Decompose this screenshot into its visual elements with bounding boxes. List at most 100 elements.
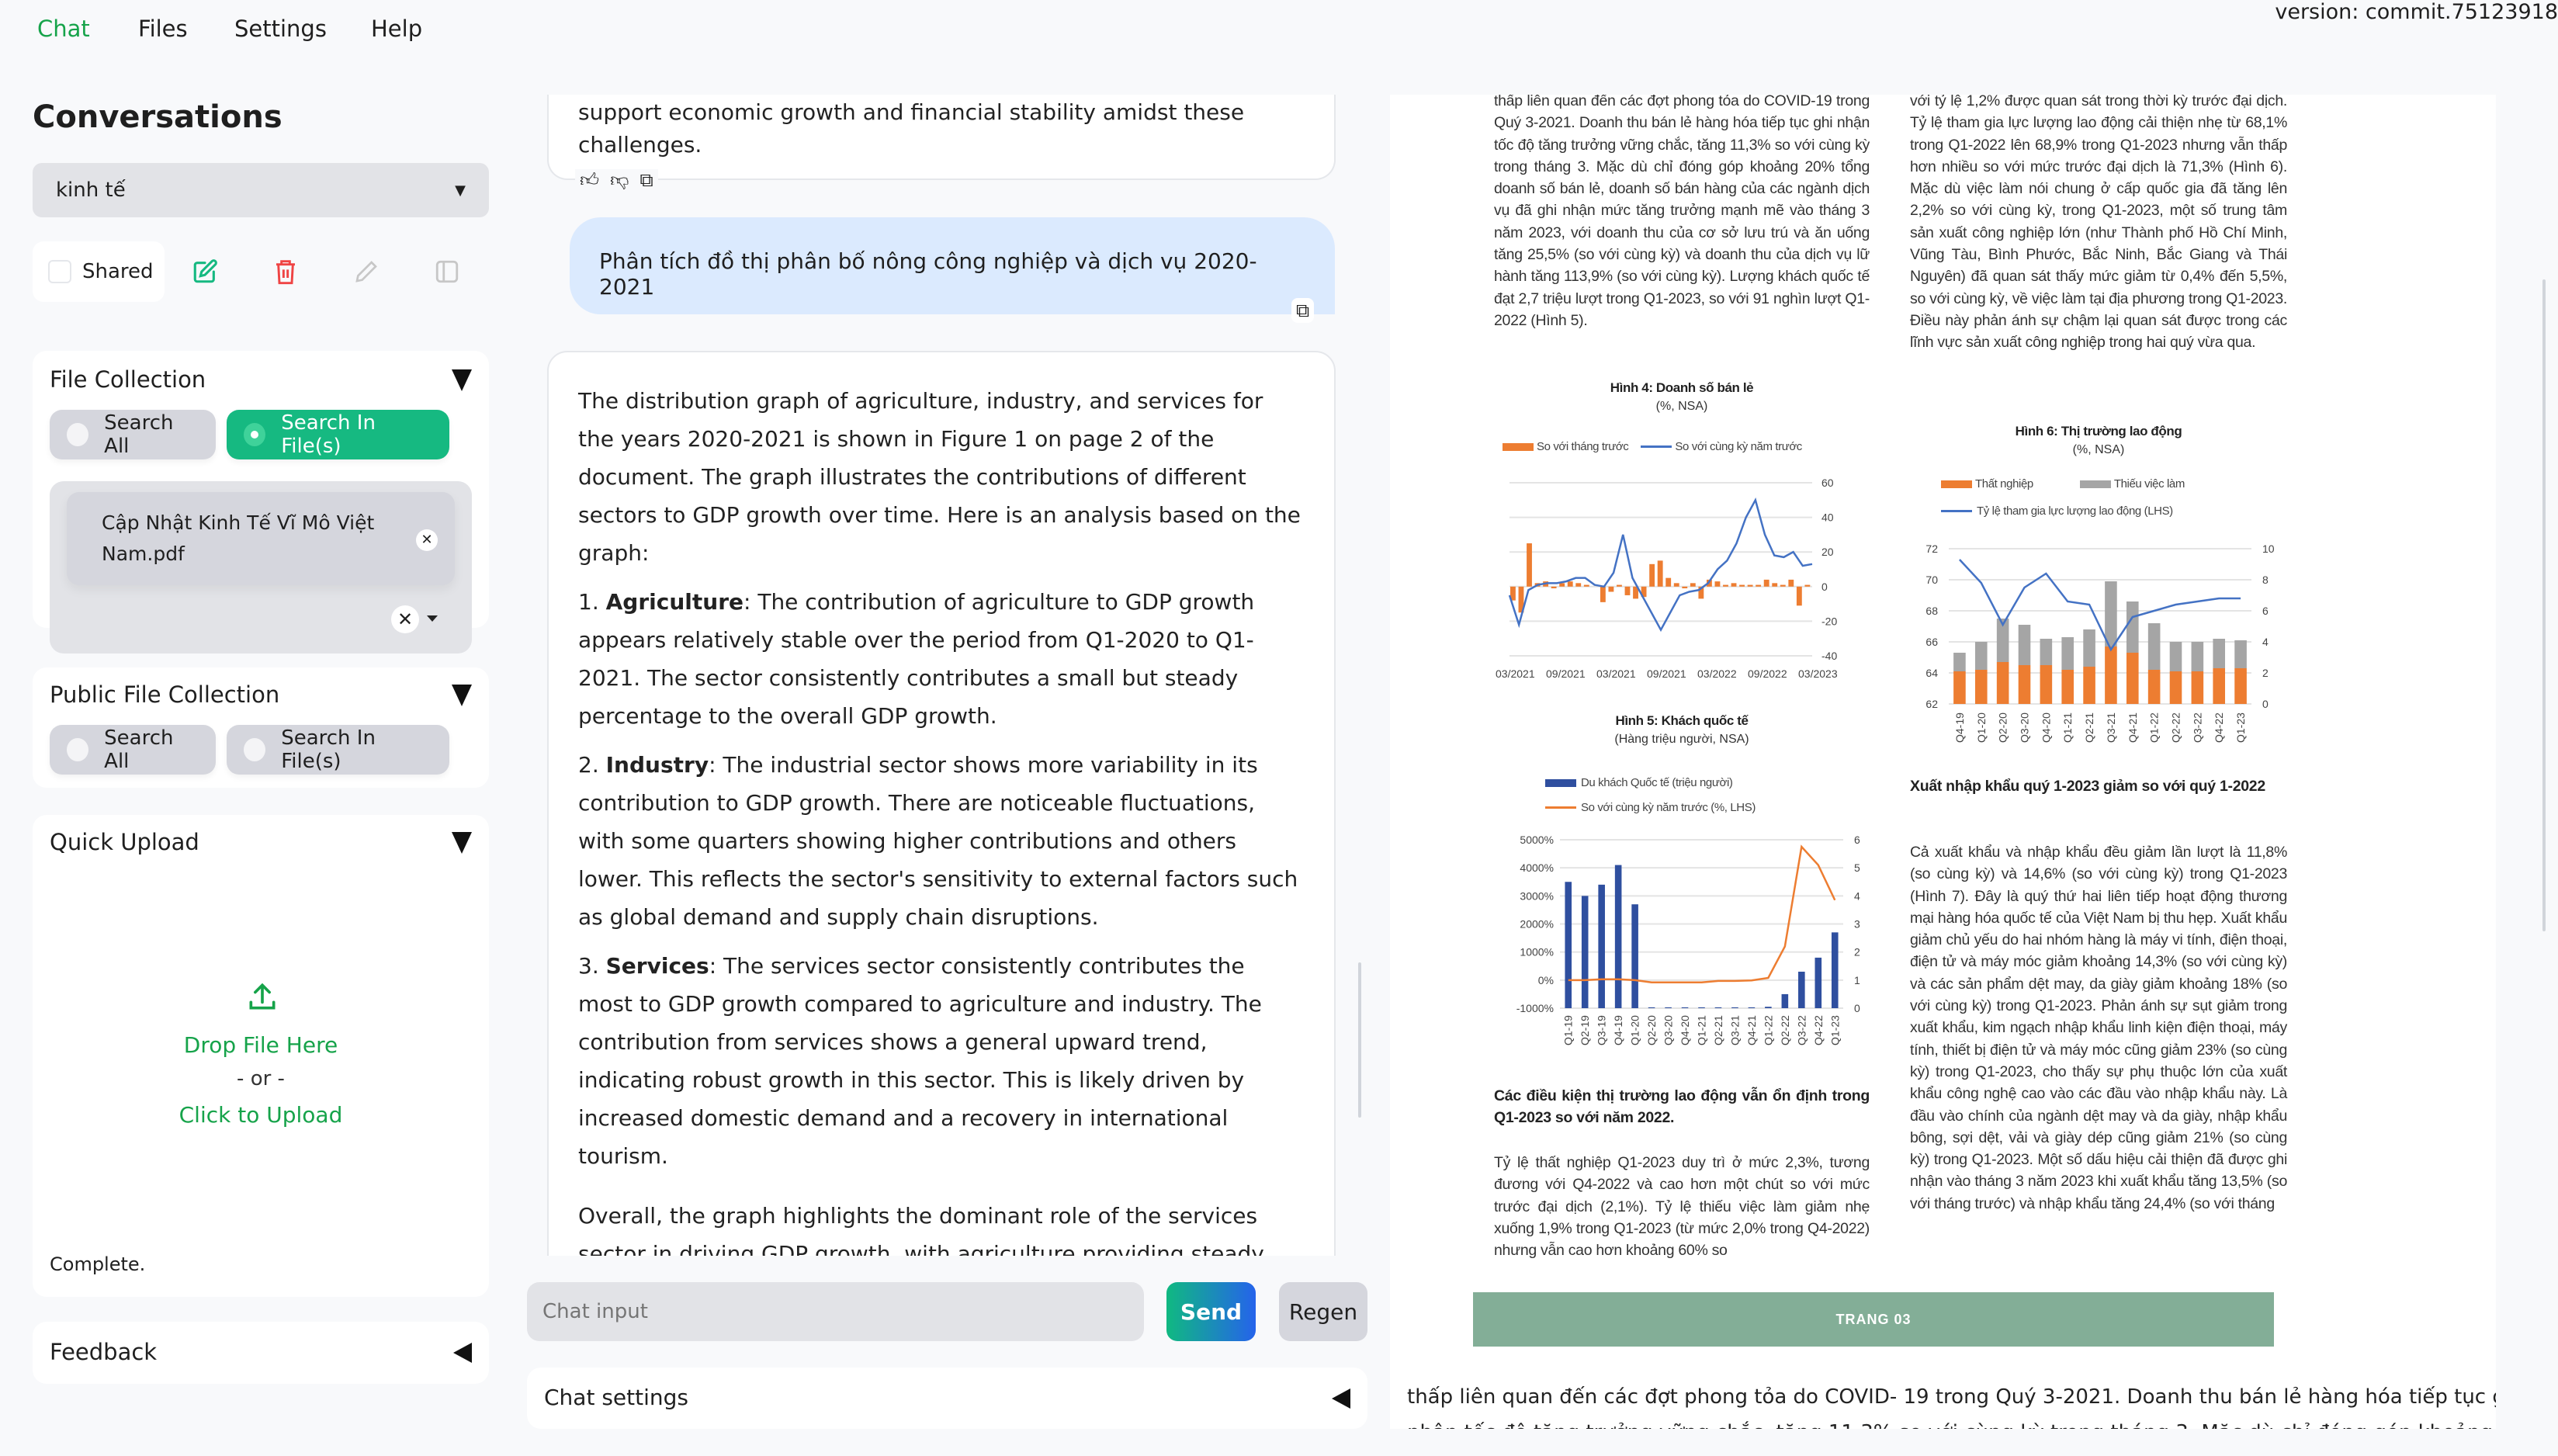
bar — [1804, 584, 1811, 587]
checkbox-icon — [48, 260, 71, 283]
fig4-chart: 60 40 20 0 -20 -40 03/2021 09/2021 03/2021 09/202… — [1496, 477, 1838, 680]
bar-unemployment — [2083, 667, 2095, 704]
radio-selected-icon — [244, 423, 266, 446]
rename-conversation-button[interactable] — [326, 258, 407, 285]
tab-files[interactable]: Files — [138, 16, 188, 42]
bar-underemployment — [2169, 642, 2182, 671]
bar-unemployment — [2126, 653, 2139, 704]
bar — [1714, 581, 1721, 587]
bot-point-industry: 2. Industry: The industrial sector shows… — [578, 752, 1298, 930]
tab-settings[interactable]: Settings — [234, 16, 327, 42]
x-tick-label: Q1-22 — [1762, 1015, 1774, 1045]
line-series — [1568, 844, 1836, 983]
left-tick-label: 5000% — [1520, 834, 1554, 846]
shared-checkbox[interactable]: Shared — [33, 241, 165, 302]
click-to-upload-link[interactable]: Click to Upload — [179, 1102, 343, 1128]
pdf-scrollbar[interactable] — [2542, 279, 2546, 931]
thumbs-up-icon[interactable]: 👍︎ — [580, 169, 600, 191]
bar — [1583, 584, 1589, 587]
bar — [1510, 586, 1516, 601]
bar — [1788, 579, 1794, 587]
bar-unemployment — [2105, 647, 2117, 704]
copy-icon[interactable]: ⧉ — [1291, 298, 1315, 323]
pdf-text-line: nhận tốc độ tăng trưởng vững chắc, tăng … — [1407, 1415, 2496, 1429]
bar — [1781, 993, 1789, 1008]
pdf-viewer: thấp liên quan đến các đợt phong tỏa do … — [1390, 95, 2496, 1429]
send-button[interactable]: Send — [1166, 1282, 1256, 1341]
collapse-triangle-icon[interactable] — [452, 685, 472, 706]
fig6-legend: Thất nghiệp Thiếu việc làm — [1941, 477, 2185, 491]
bar-unemployment — [2147, 670, 2161, 704]
bar-underemployment — [2105, 581, 2117, 647]
sidebar-panel-icon — [435, 260, 459, 283]
tab-help[interactable]: Help — [371, 16, 423, 42]
x-tick-label: Q1-22 — [2148, 712, 2161, 743]
chat-settings-panel[interactable]: Chat settings — [527, 1368, 1367, 1429]
remove-file-icon[interactable]: ✕ — [416, 529, 438, 551]
collapse-triangle-icon[interactable] — [452, 832, 472, 854]
pdf-left-heading: Các điều kiện thị trường lao động vẫn ổn… — [1494, 1087, 1870, 1127]
bar — [1723, 584, 1728, 587]
x-tick-label: Q2-20 — [1997, 712, 2009, 743]
regen-button[interactable]: Regen — [1279, 1282, 1367, 1341]
bar — [1600, 586, 1606, 602]
public-search-all-radio[interactable]: Search All — [50, 725, 216, 775]
fig5-chart: 5000% 4000% 3000% 2000% 1000% 0% -1000% 6 5 4 3 2 1 0… — [1516, 834, 1860, 1045]
public-search-in-files-radio[interactable]: Search In File(s) — [227, 725, 449, 775]
feedback-panel[interactable]: Feedback — [33, 1322, 489, 1384]
bar — [1714, 1007, 1722, 1008]
bar-underemployment — [2083, 629, 2095, 667]
search-all-radio[interactable]: Search All — [50, 410, 216, 459]
left-tick-label: 4000% — [1520, 861, 1554, 874]
collapse-triangle-icon[interactable] — [452, 369, 472, 391]
dropdown-caret-icon[interactable] — [427, 615, 438, 622]
toggle-panel-button[interactable] — [407, 258, 487, 285]
x-tick-label: Q3-21 — [1728, 1015, 1741, 1045]
x-tick-label: Q4-19 — [1953, 712, 1966, 743]
expand-triangle-icon[interactable] — [453, 1343, 472, 1363]
right-tick-label: 6 — [2262, 605, 2269, 617]
bar — [1614, 865, 1622, 1008]
left-tick-label: 64 — [1925, 667, 1938, 679]
new-conversation-button[interactable] — [165, 258, 245, 285]
delete-conversation-button[interactable] — [245, 258, 326, 286]
line-series — [1959, 559, 2241, 652]
prev-message-line: support economic growth and financial st… — [578, 99, 1245, 125]
conversation-select[interactable]: kinh tế ▼ — [33, 163, 489, 217]
bar-underemployment — [2191, 642, 2204, 671]
upload-dropzone[interactable]: Drop File Here - or - Click to Upload — [33, 970, 489, 1180]
or-text: - or - — [237, 1067, 285, 1090]
thumbs-down-icon[interactable]: 👎︎ — [610, 169, 629, 191]
chat-messages: support economic growth and financial st… — [527, 95, 1367, 1256]
chat-scrollbar[interactable] — [1358, 962, 1361, 1118]
bar-underemployment — [1953, 653, 1966, 671]
user-message-text: Phân tích đồ thị phân bố nông công nghiệ… — [599, 248, 1257, 300]
bar-underemployment — [2126, 601, 2139, 653]
bar — [1765, 1007, 1772, 1008]
radio-icon — [67, 423, 89, 446]
conversation-toolbar: Shared — [33, 241, 489, 302]
drop-file-text: Drop File Here — [183, 1032, 338, 1058]
expand-triangle-icon[interactable] — [1332, 1388, 1350, 1409]
bar — [1657, 560, 1663, 587]
search-in-files-radio[interactable]: Search In File(s) — [227, 410, 449, 459]
pdf-left-bottom-text: Tỷ lệ thất nghiệp Q1-2023 duy trì ở mức … — [1494, 1154, 1870, 1260]
bar-unemployment — [2213, 668, 2226, 704]
x-tick-label: Q2-20 — [1645, 1015, 1658, 1045]
prev-message-line: challenges. — [578, 132, 702, 158]
pdf-right-heading: Xuất nhập khẩu quý 1-2023 giảm so với qu… — [1910, 778, 2265, 795]
tab-chat[interactable]: Chat — [37, 16, 90, 42]
right-tick-label: 4 — [1854, 889, 1860, 902]
copy-icon[interactable]: ⧉ — [640, 169, 653, 191]
pdf-right-bottom-text: Cả xuất khẩu và nhập khẩu đều giảm lần l… — [1910, 844, 2287, 1212]
bar-underemployment — [1974, 642, 1988, 670]
x-tick-label: Q4-19 — [1612, 1015, 1624, 1045]
right-tick-label: 6 — [1854, 834, 1860, 846]
clear-all-icon[interactable]: ✕ — [391, 605, 419, 633]
x-tick-label: 09/2022 — [1748, 667, 1787, 680]
bot-intro: The distribution graph of agriculture, i… — [578, 388, 1301, 566]
right-tick-label: 10 — [2262, 543, 2275, 555]
y-tick-label: 40 — [1821, 511, 1834, 524]
file-selector[interactable]: Cập Nhật Kinh Tế Vĩ Mô Việt Nam.pdf ✕ ✕ — [50, 481, 472, 653]
chat-input[interactable] — [527, 1282, 1144, 1341]
